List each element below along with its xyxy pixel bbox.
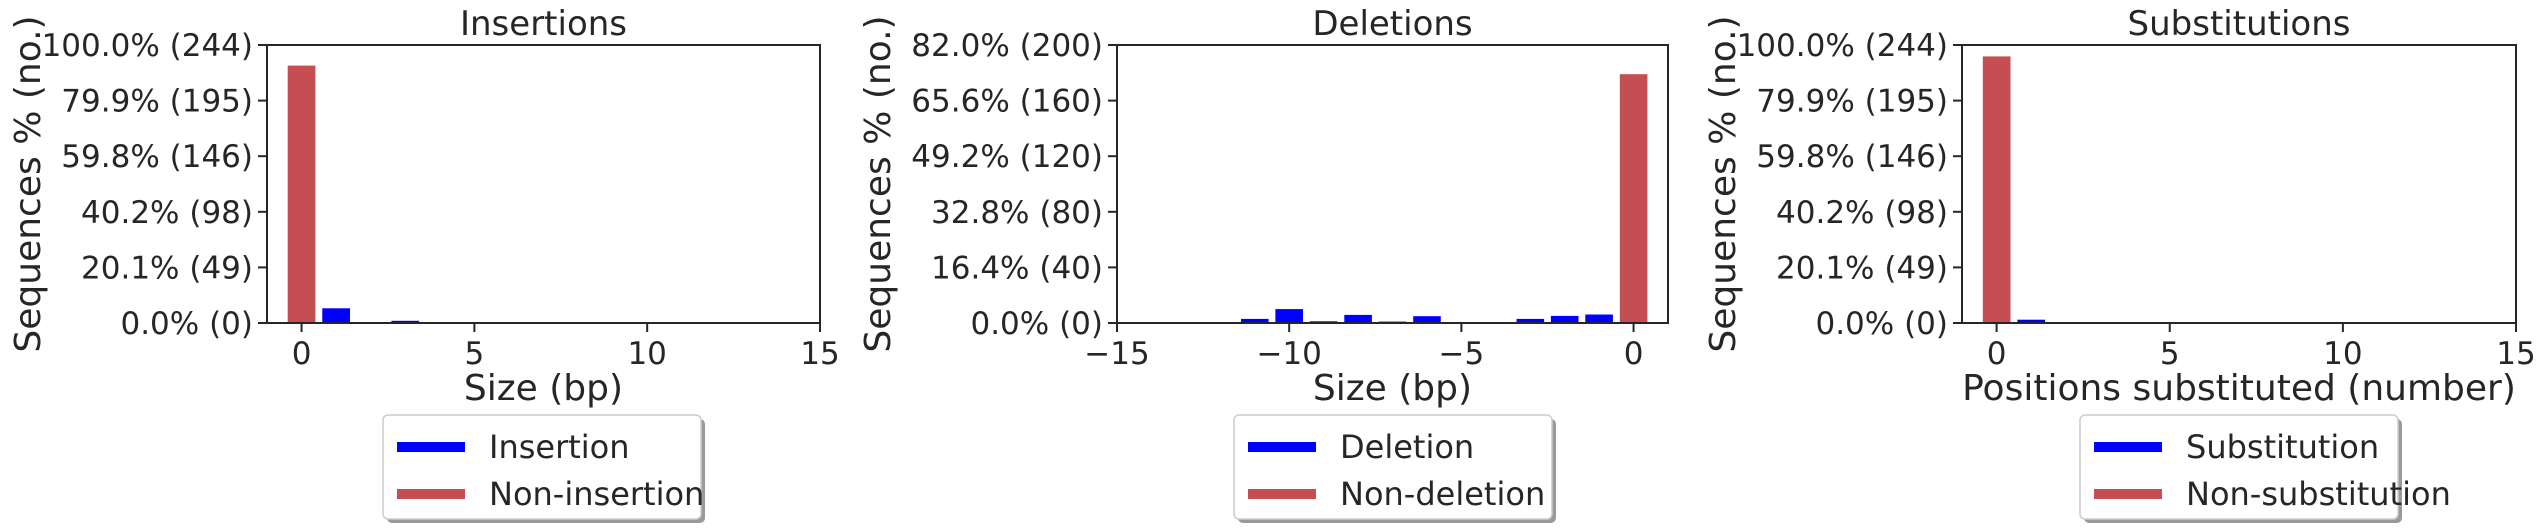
x-tick-label: 5 (2160, 336, 2180, 372)
x-tick-label: 0 (292, 336, 312, 372)
bar-variant-0 (1241, 318, 1269, 323)
x-tick-label: −10 (1256, 336, 1321, 372)
plot-frame (1116, 44, 1669, 324)
y-tick-label: 0.0% (0) (970, 306, 1103, 342)
legend: Substitution Non-substitution (2079, 414, 2451, 523)
legend-label: Non-deletion (1340, 475, 1545, 513)
x-tick-label: 10 (2323, 336, 2362, 372)
x-axis-label: Positions substituted (number) (1962, 368, 2516, 409)
legend-label: Non-insertion (489, 475, 704, 513)
legend-swatch (397, 442, 465, 452)
y-tick-label: 59.8% (146) (61, 139, 253, 175)
legend: Insertion Non-insertion (382, 414, 705, 523)
x-tick-label: 15 (800, 336, 839, 372)
legend-swatch (397, 489, 465, 499)
y-tick-label: 16.4% (40) (931, 250, 1103, 286)
legend-label: Non-substitution (2186, 475, 2451, 513)
x-tick-label: 10 (627, 336, 666, 372)
y-tick-label: 79.9% (195) (61, 84, 253, 120)
y-tick-label: 82.0% (200) (911, 28, 1103, 64)
y-tick-label: 40.2% (98) (1776, 195, 1948, 231)
bar-variant-5 (1413, 316, 1441, 323)
y-tick-label: 100.0% (244) (42, 28, 253, 64)
legend-label: Substitution (2186, 428, 2379, 466)
x-tick-label: −5 (1439, 336, 1485, 372)
x-tick-label: 0 (1624, 336, 1644, 372)
bar-variant-1 (1275, 309, 1303, 323)
chart-panel-2: 0.0% (0) 16.4% (40) 32.8% (80) 49.2% (120) 6… (858, 4, 1669, 523)
y-tick-label: 0.0% (0) (120, 306, 253, 342)
bar-reference-0 (287, 65, 316, 323)
y-tick-label: 20.1% (49) (1776, 250, 1948, 286)
bar-reference-0 (1619, 74, 1648, 323)
x-tick-label: 5 (465, 336, 485, 372)
y-tick-label: 100.0% (244) (1737, 28, 1948, 64)
bar-variant-3 (1344, 314, 1372, 323)
bar-variant-7 (1550, 315, 1579, 323)
x-tick-label: 0 (1987, 336, 2007, 372)
bar-variant-0 (322, 308, 350, 323)
legend-label: Insertion (489, 428, 630, 466)
bar-variant-8 (1585, 314, 1613, 323)
bar-variant-6 (1516, 318, 1545, 323)
y-tick-label: 49.2% (120) (911, 139, 1103, 175)
y-axis-label: Sequences % (no.) (8, 15, 49, 352)
legend-swatch (2094, 442, 2162, 452)
x-axis-label: Size (bp) (1313, 368, 1472, 409)
chart-panel-3: 0.0% (0) 20.1% (49) 40.2% (98) 59.8% (146) 7… (1703, 4, 2536, 523)
plot-frame (1961, 44, 2517, 324)
legend-label: Deletion (1340, 428, 1474, 466)
bar-reference-0 (1982, 56, 2011, 324)
y-tick-label: 32.8% (80) (931, 195, 1103, 231)
y-tick-label: 59.8% (146) (1756, 139, 1948, 175)
bar-variant-0 (2017, 319, 2046, 323)
chart-title: Substitutions (2128, 4, 2351, 44)
legend-swatch (1248, 442, 1316, 452)
plot-frame (266, 44, 821, 324)
y-tick-label: 40.2% (98) (81, 195, 253, 231)
y-axis-label: Sequences % (no.) (1703, 15, 1744, 352)
y-tick-label: 79.9% (195) (1756, 84, 1948, 120)
chart-panel-1: 0.0% (0) 20.1% (49) 40.2% (98) 59.8% (146) 7… (8, 4, 840, 523)
bar-variant-1 (391, 320, 420, 323)
legend: Deletion Non-deletion (1233, 414, 1556, 523)
y-tick-label: 65.6% (160) (911, 84, 1103, 120)
y-tick-label: 0.0% (0) (1815, 306, 1948, 342)
chart-title: Deletions (1312, 4, 1472, 44)
y-axis-label: Sequences % (no.) (858, 15, 899, 352)
chart-title: Insertions (460, 4, 627, 44)
legend-swatch (2094, 489, 2162, 499)
x-tick-label: 15 (2496, 336, 2535, 372)
legend-swatch (1248, 489, 1316, 499)
x-axis-label: Size (bp) (464, 368, 623, 409)
x-tick-label: −15 (1084, 336, 1149, 372)
y-tick-label: 20.1% (49) (81, 250, 253, 286)
